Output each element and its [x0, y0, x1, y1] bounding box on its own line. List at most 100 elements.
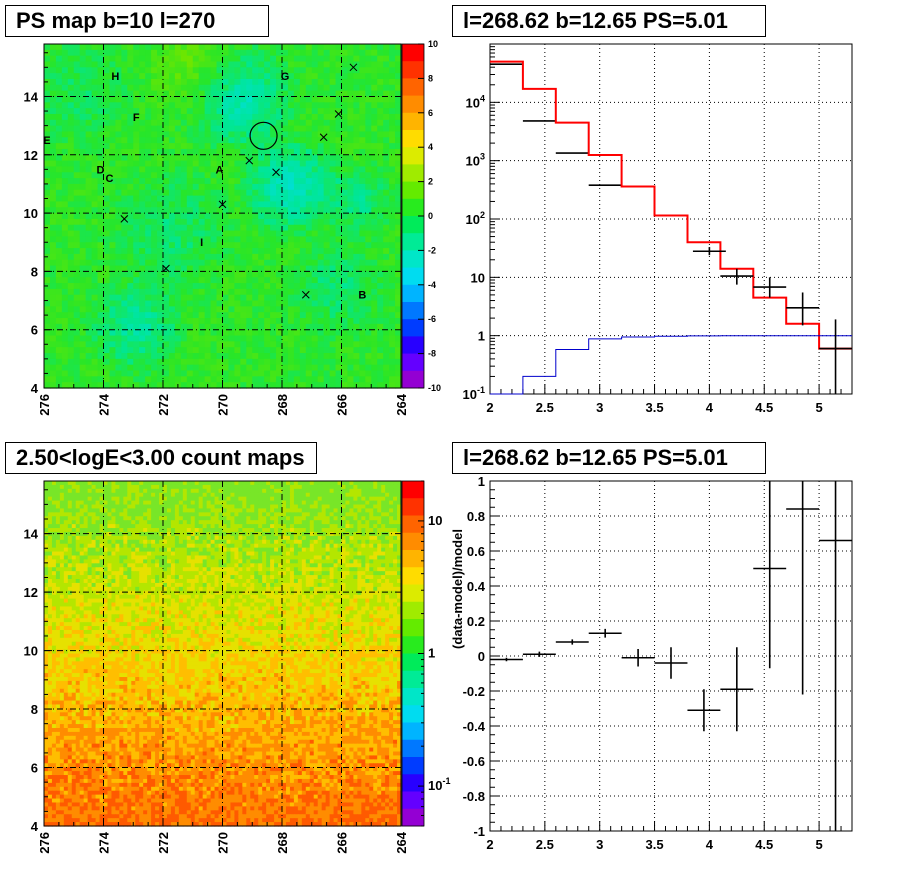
ps-map-source-cross	[162, 264, 170, 273]
ps-map-source-cross	[218, 200, 227, 209]
spectrum-ytick-label: 1	[478, 329, 485, 344]
count-map-colorbar-segment	[402, 550, 424, 568]
ps-map-ytick-label: 14	[24, 89, 39, 104]
count-map-colorbar-segment	[402, 584, 424, 603]
ps-map-source-cross	[120, 215, 129, 223]
ps-map-colorbar-frame	[401, 43, 425, 389]
spectrum-xtick-label: 4	[706, 400, 714, 415]
residual-xtick-label: 4.5	[755, 837, 773, 852]
spectrum-xtick-label: 4.5	[755, 400, 773, 415]
count-map-colorbar-segment	[402, 670, 424, 689]
count-map-colorbar-segment	[402, 498, 424, 516]
count-map-colorbar-segment	[402, 636, 424, 654]
spectrum-xtick-label: 3.5	[646, 400, 664, 415]
ps-map-source-cross	[349, 63, 358, 72]
count-map-ytick-label: 4	[31, 819, 39, 834]
ps-map-colorbar-segment	[402, 44, 424, 62]
residual-xtick-label: 3	[596, 837, 603, 852]
count-map-colorbar-segment	[402, 722, 424, 741]
ps-map-colorbar-segment	[402, 61, 424, 79]
ps-map-ytick-label: 10	[24, 206, 38, 221]
residual-ytick-label: 0.2	[467, 614, 485, 629]
spectrum-xtick-label: 2.5	[536, 400, 554, 415]
spectrum-error-point	[753, 277, 787, 298]
ps-map-xtick-label: 268	[275, 394, 290, 416]
ps-map-colorbar-segment	[402, 336, 424, 355]
ps-map-source-label: B	[358, 290, 366, 302]
ps-map-colorbar-segment	[402, 216, 424, 234]
ps-map-source-cross	[334, 110, 343, 118]
residual-ytick-label: -1	[473, 824, 485, 839]
ps-map-colorbar-label: -8	[428, 349, 436, 359]
ps-map-colorbar-label: 6	[428, 108, 433, 118]
ps-map-xtick-label: 276	[37, 394, 52, 416]
ps-map-source-cross	[245, 156, 254, 165]
spectrum-error-point	[692, 247, 726, 256]
ps-map-source-label: A	[216, 164, 224, 176]
spectrum-ytick-label: 102	[466, 210, 485, 227]
ps-map-xtick-label: 266	[335, 394, 350, 416]
count-map-colorbar-segment	[402, 705, 424, 723]
residual-ytick-label: 0.6	[467, 544, 485, 559]
ps-map-ytick-label: 12	[24, 148, 38, 163]
residual-error-point	[555, 639, 589, 645]
ps-map-colorbar-label: -2	[428, 245, 436, 255]
spectrum-error-point	[720, 268, 754, 285]
residual-ytick-label: -0.8	[463, 789, 485, 804]
residual-ytick-label: -0.2	[463, 684, 485, 699]
ps-map-colorbar-segment	[402, 181, 424, 200]
ps-map-source-label: C	[105, 173, 113, 185]
residual-xtick-label: 3.5	[646, 837, 664, 852]
spectrum-ytick-label: 10-1	[463, 385, 485, 402]
ps-map-xtick-label: 264	[394, 393, 409, 415]
ps-map-source-label: F	[133, 112, 140, 124]
residual-error-point	[490, 657, 523, 662]
ps-map-title: PS map b=10 l=270	[5, 5, 269, 37]
residual-xtick-label: 2.5	[536, 837, 554, 852]
ps-map-colorbar-segment	[402, 319, 424, 337]
ps-map-colorbar-label: 4	[428, 142, 433, 152]
residual-ytick-label: -0.6	[463, 754, 485, 769]
ps-map-colorbar-label: -10	[428, 383, 441, 393]
ps-map-colorbar-label: 10	[428, 39, 438, 49]
ps-map-colorbar-segment	[402, 147, 424, 165]
count-map-colorbar-segment	[402, 757, 424, 775]
residual-error-point	[819, 481, 852, 831]
ps-map-colorbar-segment	[402, 78, 424, 97]
ps-map-source-cross	[319, 133, 328, 142]
count-map-colorbar-segment	[402, 481, 424, 499]
count-map-colorbar-frame	[401, 480, 425, 827]
count-map-xtick-label: 268	[275, 832, 290, 854]
residual-ytick-label: 0.8	[467, 509, 485, 524]
count-map-xtick-label: 274	[97, 831, 112, 853]
count-map-heatmap-cells	[44, 481, 402, 827]
residual-error-point	[588, 628, 622, 638]
residual-ytick-label: 1	[478, 474, 485, 489]
residual-error-point	[687, 689, 721, 732]
ps-map-source-label: H	[111, 71, 119, 83]
ps-map-source-label: G	[281, 71, 290, 83]
ps-map-colorbar-label: 8	[428, 73, 433, 83]
residual-error-point	[753, 481, 787, 669]
ps-map-ytick-label: 8	[31, 264, 38, 279]
residual-error-point	[654, 647, 688, 679]
residual-xtick-label: 5	[815, 837, 822, 852]
count-map-colorbar-segment	[402, 532, 424, 551]
count-map-colorbar-segment	[402, 619, 424, 637]
count-map-colorbar-segment	[402, 653, 424, 672]
ps-map-target-circle	[249, 121, 278, 150]
count-map-colorbar-segment	[402, 688, 424, 706]
count-map-colorbar-segment	[402, 515, 424, 534]
count-map-xtick-label: 272	[156, 832, 171, 854]
count-map-colorbar-segment	[402, 774, 424, 792]
spectrum-series-data-step	[490, 63, 622, 186]
ps-map-xtick-label: 274	[97, 393, 112, 415]
residual-xtick-label: 2	[486, 837, 493, 852]
residual-title: l=268.62 b=12.65 PS=5.01	[452, 442, 766, 474]
count-map-ytick-label: 12	[24, 585, 38, 600]
spectrum-series-model-step	[490, 60, 852, 350]
ps-map-source-label: I	[200, 237, 203, 249]
ps-map-xtick-label: 272	[156, 394, 171, 416]
ps-map-colorbar-segment	[402, 95, 424, 114]
